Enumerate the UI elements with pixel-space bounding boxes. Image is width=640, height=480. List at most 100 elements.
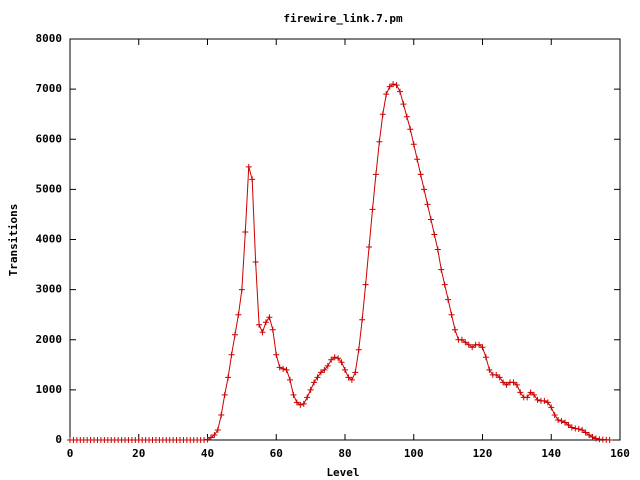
point-marker	[517, 389, 524, 396]
x-axis-label: Level	[326, 466, 359, 479]
point-marker	[386, 83, 393, 90]
y-tick-label: 4000	[36, 233, 63, 246]
point-marker	[434, 246, 441, 253]
point-marker	[331, 354, 338, 361]
point-marker	[589, 433, 596, 440]
point-marker	[551, 411, 558, 418]
point-marker	[348, 376, 355, 383]
point-marker	[280, 365, 287, 372]
x-tick-label: 100	[404, 447, 424, 460]
point-marker	[383, 91, 390, 98]
point-marker	[359, 316, 366, 323]
point-marker	[372, 171, 379, 178]
point-marker	[568, 424, 575, 431]
point-marker	[393, 82, 400, 89]
point-marker	[259, 329, 266, 336]
point-marker	[565, 421, 572, 428]
point-marker	[342, 366, 348, 373]
point-marker	[201, 437, 208, 443]
point-marker	[290, 391, 297, 398]
point-marker	[479, 344, 486, 351]
point-marker	[276, 364, 283, 371]
point-marker	[448, 311, 455, 318]
y-tick-label: 0	[55, 433, 62, 446]
point-marker	[469, 344, 476, 351]
point-marker	[317, 369, 324, 376]
point-marker	[417, 171, 424, 178]
point-marker	[232, 331, 238, 338]
point-marker	[410, 141, 417, 148]
point-marker	[252, 259, 259, 266]
point-marker	[527, 389, 534, 396]
point-marker	[214, 426, 221, 433]
x-tick-label: 120	[473, 447, 493, 460]
point-marker	[562, 419, 568, 426]
y-tick-label: 1000	[36, 383, 63, 396]
point-marker	[524, 394, 531, 401]
point-marker	[510, 379, 517, 386]
point-marker	[204, 436, 211, 443]
point-marker	[414, 156, 421, 163]
point-marker	[262, 319, 269, 326]
point-marker	[503, 381, 510, 388]
point-marker	[300, 400, 307, 407]
y-tick-label: 8000	[36, 32, 63, 45]
point-marker	[235, 311, 242, 318]
point-marker	[458, 336, 465, 343]
point-marker	[438, 266, 445, 273]
point-marker	[476, 341, 483, 348]
x-tick-label: 40	[201, 447, 214, 460]
point-marker	[555, 416, 562, 423]
point-marker	[465, 341, 472, 348]
point-marker	[242, 228, 249, 235]
point-marker	[424, 201, 431, 208]
point-marker	[548, 404, 555, 411]
point-marker	[462, 339, 469, 346]
point-marker	[376, 138, 383, 145]
point-marker	[352, 369, 359, 376]
y-tick-label: 7000	[36, 82, 63, 95]
point-marker	[369, 206, 376, 213]
point-marker	[407, 126, 414, 133]
point-marker	[266, 314, 273, 321]
point-marker	[225, 374, 232, 381]
point-marker	[338, 359, 345, 366]
point-marker	[273, 351, 280, 358]
point-marker	[324, 362, 331, 369]
point-marker	[544, 399, 551, 406]
point-marker	[335, 355, 342, 362]
point-marker	[207, 434, 214, 441]
point-marker	[249, 176, 256, 183]
point-marker	[421, 186, 428, 193]
point-marker	[496, 374, 503, 381]
point-marker	[287, 376, 293, 383]
point-marker	[304, 394, 311, 401]
point-marker	[345, 374, 352, 381]
point-marker	[441, 281, 448, 288]
point-marker	[311, 379, 318, 386]
point-marker	[586, 431, 593, 438]
x-tick-label: 160	[610, 447, 630, 460]
point-marker	[362, 281, 369, 288]
point-marker	[314, 374, 321, 381]
point-marker	[431, 231, 438, 238]
point-marker	[558, 417, 565, 424]
point-marker	[500, 379, 507, 386]
point-marker	[427, 216, 434, 223]
point-marker	[482, 354, 489, 361]
point-marker	[238, 286, 245, 293]
point-marker	[321, 366, 328, 373]
point-marker	[397, 88, 403, 95]
point-marker	[221, 391, 228, 398]
point-marker	[390, 81, 397, 88]
point-marker	[572, 425, 579, 432]
chart-title: firewire_link.7.pm	[283, 12, 403, 25]
point-marker	[541, 397, 548, 404]
point-marker	[606, 437, 613, 443]
point-marker	[403, 113, 410, 120]
point-marker	[531, 391, 538, 398]
point-marker	[328, 356, 335, 363]
point-marker	[228, 351, 235, 358]
point-marker	[283, 366, 290, 373]
